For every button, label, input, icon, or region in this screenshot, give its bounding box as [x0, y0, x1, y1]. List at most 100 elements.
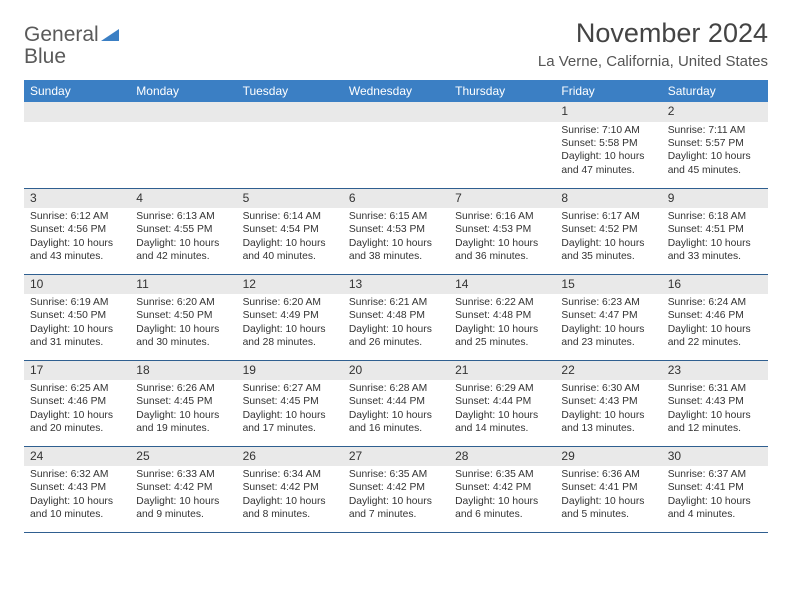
day-content: Sunrise: 6:36 AMSunset: 4:41 PMDaylight:…	[555, 466, 661, 526]
calendar-cell: 20Sunrise: 6:28 AMSunset: 4:44 PMDayligh…	[343, 360, 449, 446]
brand-text: General Blue	[24, 24, 119, 68]
day-content: Sunrise: 6:23 AMSunset: 4:47 PMDaylight:…	[555, 294, 661, 354]
sunrise-line: Sunrise: 6:13 AM	[136, 210, 230, 223]
day-content: Sunrise: 6:15 AMSunset: 4:53 PMDaylight:…	[343, 208, 449, 268]
day-content: Sunrise: 6:33 AMSunset: 4:42 PMDaylight:…	[130, 466, 236, 526]
day-number: 9	[662, 189, 768, 209]
calendar-cell: 28Sunrise: 6:35 AMSunset: 4:42 PMDayligh…	[449, 446, 555, 532]
calendar-cell: 23Sunrise: 6:31 AMSunset: 4:43 PMDayligh…	[662, 360, 768, 446]
day-number: 16	[662, 275, 768, 295]
calendar-cell: 30Sunrise: 6:37 AMSunset: 4:41 PMDayligh…	[662, 446, 768, 532]
day-content: Sunrise: 6:16 AMSunset: 4:53 PMDaylight:…	[449, 208, 555, 268]
day-content: Sunrise: 6:24 AMSunset: 4:46 PMDaylight:…	[662, 294, 768, 354]
sunrise-line: Sunrise: 6:36 AM	[561, 468, 655, 481]
day-content: Sunrise: 6:17 AMSunset: 4:52 PMDaylight:…	[555, 208, 661, 268]
daylight-line: Daylight: 10 hours and 12 minutes.	[668, 409, 762, 436]
day-number: 29	[555, 447, 661, 467]
sunrise-line: Sunrise: 6:26 AM	[136, 382, 230, 395]
daylight-line: Daylight: 10 hours and 7 minutes.	[349, 495, 443, 522]
sunset-line: Sunset: 4:42 PM	[136, 481, 230, 494]
calendar-cell	[24, 102, 130, 188]
sunrise-line: Sunrise: 7:10 AM	[561, 124, 655, 137]
sunrise-line: Sunrise: 6:17 AM	[561, 210, 655, 223]
title-block: November 2024 La Verne, California, Unit…	[538, 18, 768, 70]
sunrise-line: Sunrise: 6:23 AM	[561, 296, 655, 309]
day-number: 3	[24, 189, 130, 209]
sunrise-line: Sunrise: 6:32 AM	[30, 468, 124, 481]
weekday-header: Thursday	[449, 80, 555, 102]
day-number: 25	[130, 447, 236, 467]
sunrise-line: Sunrise: 6:35 AM	[455, 468, 549, 481]
sunset-line: Sunset: 4:43 PM	[30, 481, 124, 494]
sunset-line: Sunset: 4:42 PM	[349, 481, 443, 494]
day-content: Sunrise: 6:30 AMSunset: 4:43 PMDaylight:…	[555, 380, 661, 440]
sunrise-line: Sunrise: 6:18 AM	[668, 210, 762, 223]
day-number-empty	[130, 102, 236, 122]
daylight-line: Daylight: 10 hours and 19 minutes.	[136, 409, 230, 436]
calendar-head: SundayMondayTuesdayWednesdayThursdayFrid…	[24, 80, 768, 102]
sunset-line: Sunset: 4:47 PM	[561, 309, 655, 322]
day-number: 23	[662, 361, 768, 381]
day-content: Sunrise: 6:29 AMSunset: 4:44 PMDaylight:…	[449, 380, 555, 440]
day-number-empty	[24, 102, 130, 122]
calendar-cell: 27Sunrise: 6:35 AMSunset: 4:42 PMDayligh…	[343, 446, 449, 532]
calendar-cell: 14Sunrise: 6:22 AMSunset: 4:48 PMDayligh…	[449, 274, 555, 360]
day-content: Sunrise: 6:32 AMSunset: 4:43 PMDaylight:…	[24, 466, 130, 526]
daylight-line: Daylight: 10 hours and 13 minutes.	[561, 409, 655, 436]
day-number: 2	[662, 102, 768, 122]
sunset-line: Sunset: 4:51 PM	[668, 223, 762, 236]
day-number-empty	[343, 102, 449, 122]
daylight-line: Daylight: 10 hours and 38 minutes.	[349, 237, 443, 264]
daylight-line: Daylight: 10 hours and 9 minutes.	[136, 495, 230, 522]
sunset-line: Sunset: 4:41 PM	[561, 481, 655, 494]
sunset-line: Sunset: 4:42 PM	[455, 481, 549, 494]
day-content: Sunrise: 6:21 AMSunset: 4:48 PMDaylight:…	[343, 294, 449, 354]
day-content: Sunrise: 7:10 AMSunset: 5:58 PMDaylight:…	[555, 122, 661, 182]
sunset-line: Sunset: 4:50 PM	[30, 309, 124, 322]
day-number: 12	[237, 275, 343, 295]
calendar-cell: 15Sunrise: 6:23 AMSunset: 4:47 PMDayligh…	[555, 274, 661, 360]
calendar-cell: 13Sunrise: 6:21 AMSunset: 4:48 PMDayligh…	[343, 274, 449, 360]
calendar-cell: 9Sunrise: 6:18 AMSunset: 4:51 PMDaylight…	[662, 188, 768, 274]
day-number: 19	[237, 361, 343, 381]
calendar-week-row: 10Sunrise: 6:19 AMSunset: 4:50 PMDayligh…	[24, 274, 768, 360]
calendar-cell	[343, 102, 449, 188]
day-content: Sunrise: 6:14 AMSunset: 4:54 PMDaylight:…	[237, 208, 343, 268]
day-content: Sunrise: 6:20 AMSunset: 4:49 PMDaylight:…	[237, 294, 343, 354]
sunset-line: Sunset: 5:57 PM	[668, 137, 762, 150]
calendar-cell: 2Sunrise: 7:11 AMSunset: 5:57 PMDaylight…	[662, 102, 768, 188]
sunset-line: Sunset: 4:46 PM	[30, 395, 124, 408]
sunset-line: Sunset: 4:48 PM	[349, 309, 443, 322]
sunset-line: Sunset: 4:50 PM	[136, 309, 230, 322]
day-number: 14	[449, 275, 555, 295]
sunrise-line: Sunrise: 6:28 AM	[349, 382, 443, 395]
calendar-week-row: 17Sunrise: 6:25 AMSunset: 4:46 PMDayligh…	[24, 360, 768, 446]
day-number: 10	[24, 275, 130, 295]
sunrise-line: Sunrise: 6:16 AM	[455, 210, 549, 223]
day-number: 6	[343, 189, 449, 209]
daylight-line: Daylight: 10 hours and 8 minutes.	[243, 495, 337, 522]
daylight-line: Daylight: 10 hours and 17 minutes.	[243, 409, 337, 436]
calendar-cell: 1Sunrise: 7:10 AMSunset: 5:58 PMDaylight…	[555, 102, 661, 188]
sunset-line: Sunset: 4:42 PM	[243, 481, 337, 494]
day-content: Sunrise: 6:19 AMSunset: 4:50 PMDaylight:…	[24, 294, 130, 354]
daylight-line: Daylight: 10 hours and 23 minutes.	[561, 323, 655, 350]
calendar-cell: 10Sunrise: 6:19 AMSunset: 4:50 PMDayligh…	[24, 274, 130, 360]
sunrise-line: Sunrise: 6:24 AM	[668, 296, 762, 309]
calendar-week-row: 24Sunrise: 6:32 AMSunset: 4:43 PMDayligh…	[24, 446, 768, 532]
sunrise-line: Sunrise: 6:33 AM	[136, 468, 230, 481]
day-number: 4	[130, 189, 236, 209]
day-content: Sunrise: 6:20 AMSunset: 4:50 PMDaylight:…	[130, 294, 236, 354]
sunset-line: Sunset: 5:58 PM	[561, 137, 655, 150]
daylight-line: Daylight: 10 hours and 16 minutes.	[349, 409, 443, 436]
sunset-line: Sunset: 4:48 PM	[455, 309, 549, 322]
sunset-line: Sunset: 4:45 PM	[136, 395, 230, 408]
sunset-line: Sunset: 4:44 PM	[349, 395, 443, 408]
calendar-cell: 18Sunrise: 6:26 AMSunset: 4:45 PMDayligh…	[130, 360, 236, 446]
day-number: 30	[662, 447, 768, 467]
sunset-line: Sunset: 4:56 PM	[30, 223, 124, 236]
calendar-cell: 17Sunrise: 6:25 AMSunset: 4:46 PMDayligh…	[24, 360, 130, 446]
day-number-empty	[449, 102, 555, 122]
sunrise-line: Sunrise: 6:19 AM	[30, 296, 124, 309]
day-number: 21	[449, 361, 555, 381]
